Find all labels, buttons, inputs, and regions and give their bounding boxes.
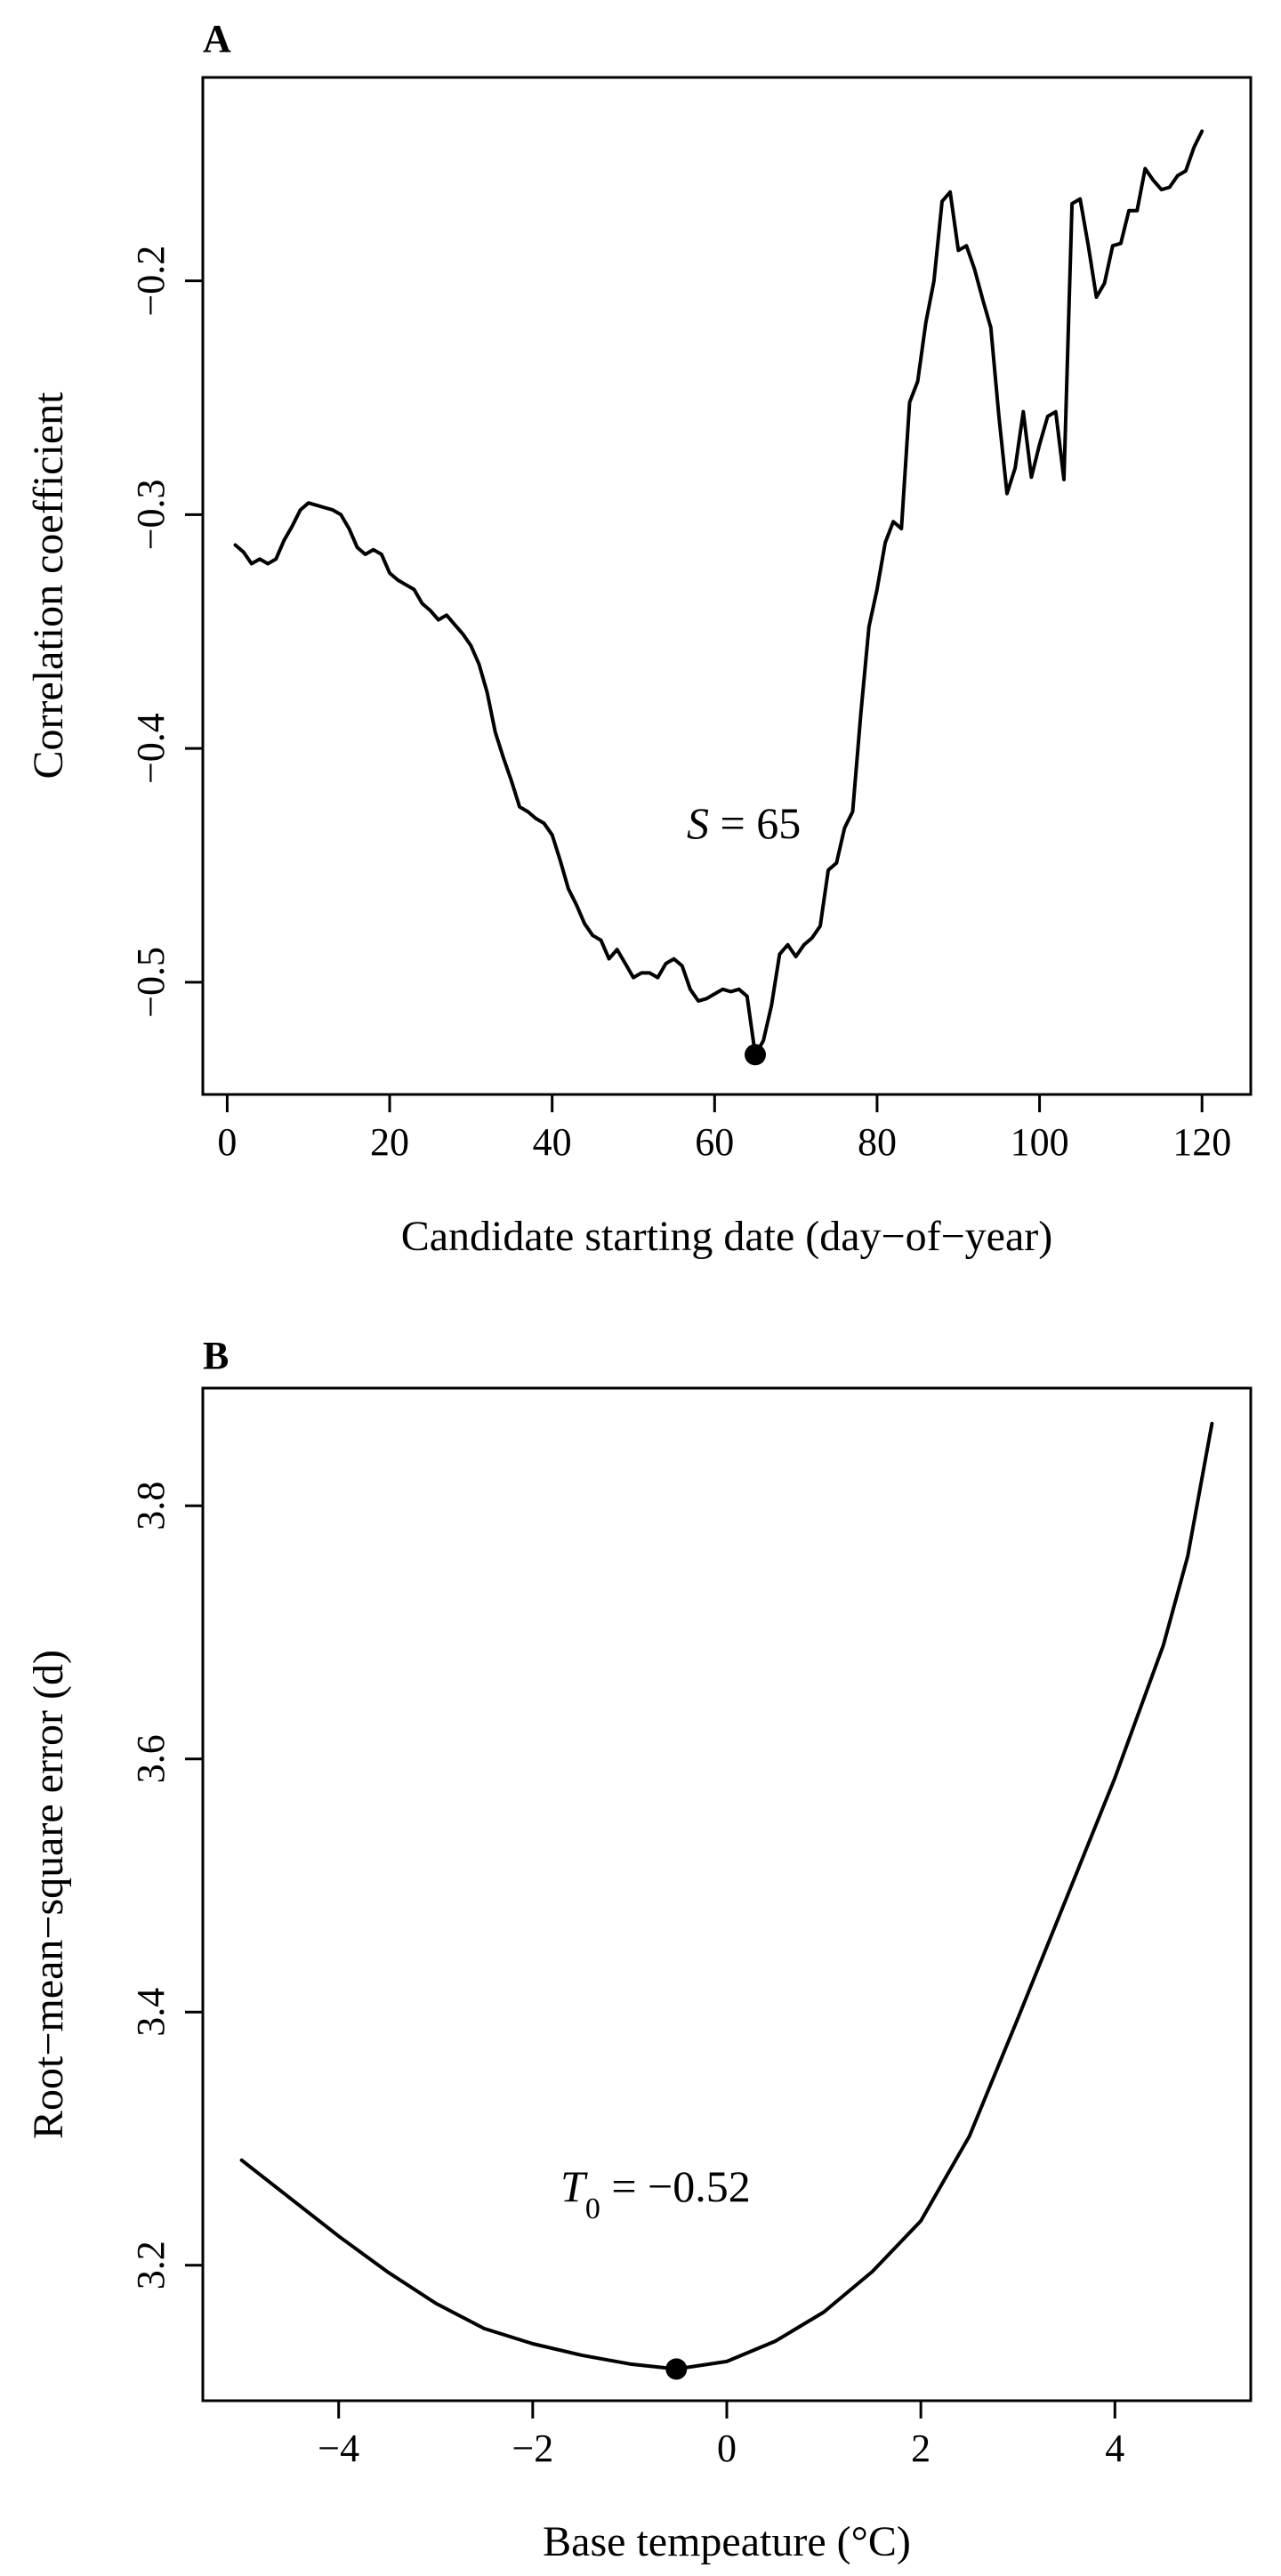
- panel-a-annotation-value: = 65: [709, 798, 801, 848]
- panel-a-x-tick-label: 100: [1011, 1120, 1069, 1164]
- panel-b-rmse-line: [239, 1421, 1214, 2371]
- panel-b-annotation-subscript: 0: [585, 2192, 600, 2225]
- panel-a: A 0 20 40 60 80 100 120 −0.5 −0.4 −0.3 −0.2 S = 6…: [25, 17, 1253, 1260]
- panel-a-y-tick-label: −0.4: [129, 713, 173, 784]
- panel-b-y-tick-label: 3.4: [129, 1988, 173, 2037]
- panel-b-plot-frame: [201, 1386, 1253, 2402]
- panel-b-minimum-point: [665, 2358, 688, 2380]
- panel-b-y-axis: 3.2 3.4 3.6 3.8: [129, 1482, 203, 2289]
- panel-a-x-tick-label: 120: [1172, 1120, 1231, 1164]
- panel-a-letter: A: [203, 17, 231, 61]
- panel-a-x-tick-label: 60: [695, 1120, 734, 1164]
- panel-a-y-tick-label: −0.3: [129, 479, 173, 550]
- panel-a-plot-frame: [201, 76, 1253, 1096]
- panel-b-x-axis: −4 −2 0 2 4: [318, 2401, 1124, 2470]
- panel-b-annotation-value: = −0.52: [600, 2161, 751, 2211]
- panel-b-letter: B: [203, 1334, 229, 1377]
- panel-b-x-tick-label: −4: [318, 2427, 359, 2470]
- panel-a-x-tick-label: 80: [858, 1120, 897, 1164]
- panel-b-y-axis-title: Root−mean−square error (d): [25, 1650, 72, 2139]
- panel-a-annotation-var: S: [687, 798, 709, 848]
- panel-b-x-tick-label: 0: [717, 2427, 737, 2470]
- panel-b-x-axis-title: Base tempeature (°C): [543, 2518, 911, 2565]
- panel-b-y-tick-label: 3.8: [129, 1482, 173, 1530]
- panel-a-x-tick-label: 20: [370, 1120, 409, 1164]
- panel-b-x-tick-label: −2: [512, 2427, 553, 2470]
- panel-b-x-tick-label: 2: [911, 2427, 931, 2470]
- panel-a-x-tick-label: 0: [217, 1120, 237, 1164]
- panel-a-y-tick-label: −0.2: [129, 246, 173, 317]
- panel-b-annotation: T0 = −0.52: [560, 2161, 751, 2225]
- panel-a-annotation: S = 65: [687, 798, 801, 848]
- panel-a-x-axis: 0 20 40 60 80 100 120: [217, 1094, 1231, 1164]
- panel-a-correlation-line: [233, 129, 1204, 1057]
- panel-b-x-tick-label: 4: [1105, 2427, 1124, 2470]
- panel-a-y-axis-title: Correlation coefficient: [25, 392, 72, 779]
- panel-a-x-tick-label: 40: [533, 1120, 572, 1164]
- panel-b-y-tick-label: 3.6: [129, 1734, 173, 1783]
- panel-a-x-axis-title: Candidate starting date (day−of−year): [401, 1213, 1053, 1260]
- panel-a-y-tick-label: −0.5: [129, 947, 173, 1018]
- panel-a-y-axis: −0.5 −0.4 −0.3 −0.2: [129, 246, 203, 1018]
- panel-b-y-tick-label: 3.2: [129, 2241, 173, 2289]
- panel-a-minimum-point: [745, 1044, 766, 1066]
- panel-b: B −4 −2 0 2 4 3.23.43.63.8 T0 = −0.52 Base t…: [25, 1334, 1253, 2565]
- panel-b-annotation-var: T: [560, 2161, 588, 2211]
